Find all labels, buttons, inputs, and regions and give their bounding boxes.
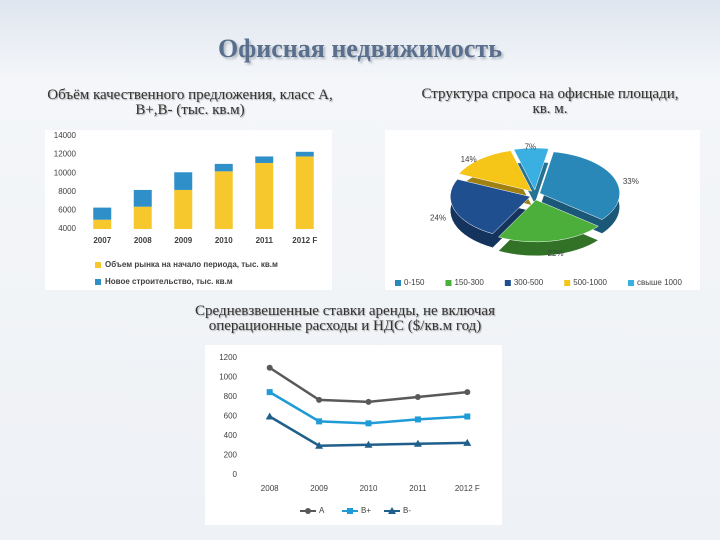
x-tick-label: 2010	[360, 484, 378, 493]
x-tick-label: 2012 F	[455, 484, 480, 493]
pie-slice	[450, 178, 531, 234]
marker	[315, 441, 324, 449]
legend-swatch	[445, 280, 452, 286]
marker	[305, 508, 311, 514]
chart-title: Средневзвешенные ставки аренды, не включ…	[195, 303, 495, 334]
bar	[174, 189, 193, 229]
marker	[316, 418, 323, 425]
pie-slice	[539, 151, 620, 220]
marker	[413, 439, 422, 447]
y-tick-label: 400	[224, 431, 238, 440]
bar	[295, 151, 314, 157]
x-tick-label: 2009	[174, 236, 192, 245]
x-tick-label: 2011	[409, 484, 427, 493]
marker	[414, 416, 421, 423]
data-label: 7%	[525, 142, 537, 151]
legend-label: 150-300	[454, 278, 484, 287]
y-tick-label: 4000	[58, 224, 76, 233]
x-tick-label: 2011	[256, 236, 274, 245]
legend-label: свыше 1000	[637, 278, 682, 287]
x-tick-label: 2009	[310, 484, 328, 493]
legend-label: 500-1000	[573, 278, 607, 287]
y-tick-label: 1000	[219, 373, 237, 382]
bar	[255, 162, 274, 229]
marker	[266, 389, 273, 396]
bar	[214, 163, 233, 172]
y-tick-label: 10000	[54, 168, 77, 177]
y-tick-label: 200	[224, 451, 238, 460]
y-tick-label: 6000	[58, 206, 76, 215]
legend-label: Объем рынка на начало периода, тыс. кв.м	[105, 260, 278, 269]
y-tick-label: 14000	[54, 131, 77, 140]
legend-label: B-	[403, 506, 411, 515]
x-tick-label: 2007	[93, 236, 111, 245]
marker	[266, 364, 273, 371]
y-tick-label: 12000	[54, 150, 77, 159]
data-label: 22%	[548, 249, 564, 258]
legend-swatch	[504, 280, 511, 286]
bar	[93, 207, 112, 220]
marker	[347, 508, 353, 514]
x-tick-label: 2012 F	[292, 236, 317, 245]
marker	[463, 438, 472, 446]
legend-label: B+	[361, 506, 371, 515]
marker	[365, 420, 372, 427]
chart-title: Структура спроса на офисные площади, кв.…	[421, 86, 679, 117]
legend-swatch	[564, 280, 571, 286]
marker	[414, 394, 421, 400]
data-label: 33%	[623, 177, 639, 186]
legend-label: Новое строительство, тыс. кв.м	[105, 277, 233, 286]
legend-swatch	[628, 280, 634, 286]
marker	[365, 398, 372, 405]
marker	[364, 440, 373, 448]
legend-swatch	[95, 279, 101, 285]
legend-label: 0-150	[404, 278, 425, 287]
pie-slice	[458, 150, 533, 192]
legend-swatch	[395, 280, 401, 286]
legend-label: A	[319, 506, 325, 515]
bar	[214, 171, 233, 229]
bar	[133, 206, 152, 229]
y-tick-label: 1200	[219, 353, 237, 362]
marker	[464, 413, 471, 420]
x-tick-label: 2008	[261, 484, 279, 493]
x-tick-label: 2010	[215, 236, 233, 245]
bar	[133, 189, 152, 207]
y-tick-label: 0	[233, 470, 238, 479]
y-tick-label: 800	[224, 392, 238, 401]
bar	[255, 156, 274, 163]
marker	[265, 412, 274, 420]
marker	[388, 507, 396, 514]
chart-title: Объём качественного предложения, класс А…	[47, 87, 333, 118]
legend-label: 300-500	[514, 278, 544, 287]
data-label: 24%	[430, 213, 446, 222]
bar	[93, 219, 112, 229]
chart-box	[205, 345, 502, 525]
x-tick-label: 2008	[134, 236, 152, 245]
y-tick-label: 8000	[58, 187, 76, 196]
bar	[295, 156, 314, 229]
marker	[316, 396, 323, 403]
bar	[174, 172, 193, 190]
legend-swatch	[95, 262, 101, 268]
slide-title: Офисная недвижимость	[218, 34, 502, 63]
pie-slice	[513, 147, 550, 191]
marker	[464, 389, 471, 396]
pie-slice	[497, 199, 599, 243]
data-label: 14%	[461, 155, 477, 164]
y-tick-label: 600	[224, 412, 238, 421]
